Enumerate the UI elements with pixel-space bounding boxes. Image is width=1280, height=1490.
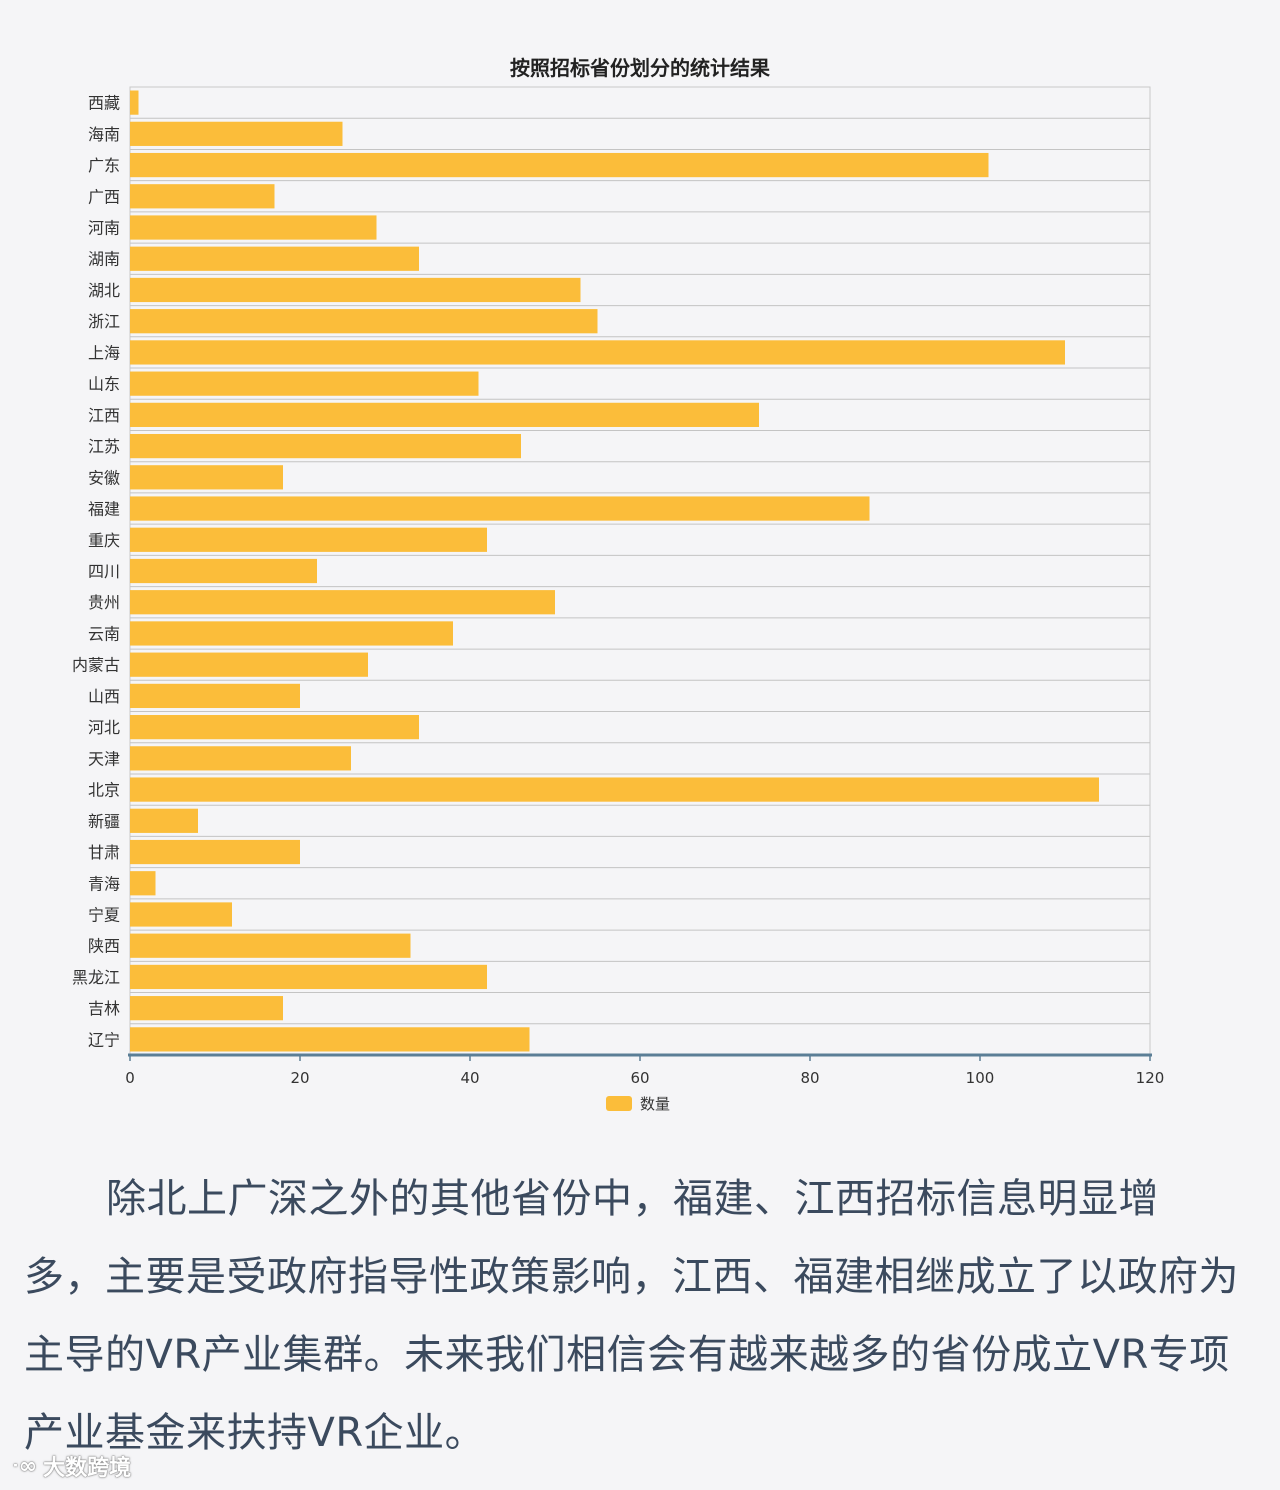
bar bbox=[130, 277, 581, 303]
legend-label: 数量 bbox=[640, 1095, 671, 1113]
chart-title: 按照招标省份划分的统计结果 bbox=[510, 56, 770, 80]
bar bbox=[130, 590, 555, 615]
legend-swatch bbox=[606, 1096, 632, 1111]
bar bbox=[130, 558, 317, 584]
category-label: 山东 bbox=[88, 375, 120, 394]
bar bbox=[130, 371, 479, 396]
category-label: 福建 bbox=[88, 500, 120, 519]
bar bbox=[130, 465, 283, 490]
bar bbox=[130, 839, 300, 865]
bar bbox=[130, 184, 275, 209]
bar bbox=[130, 527, 487, 552]
bar bbox=[130, 246, 419, 271]
category-label: 吉林 bbox=[88, 999, 120, 1018]
category-label: 青海 bbox=[88, 874, 120, 893]
category-label: 北京 bbox=[88, 781, 120, 800]
category-label: 云南 bbox=[88, 624, 120, 643]
bar bbox=[130, 340, 1065, 365]
x-tick-label: 100 bbox=[966, 1069, 995, 1087]
legend[interactable]: 数量 bbox=[606, 1093, 670, 1114]
bar bbox=[130, 933, 411, 958]
bar-chart: 西藏海南广东广西河南湖南湖北浙江上海山东江西江苏安徽福建重庆四川贵州云南内蒙古山… bbox=[72, 86, 1165, 1087]
bar bbox=[130, 715, 419, 740]
category-label: 安徽 bbox=[88, 468, 120, 487]
bar bbox=[130, 621, 453, 646]
category-label: 江苏 bbox=[88, 437, 120, 456]
category-label: 西藏 bbox=[88, 94, 120, 113]
category-label: 河南 bbox=[88, 219, 120, 238]
category-label: 浙江 bbox=[88, 312, 120, 331]
bar bbox=[130, 964, 487, 990]
category-label: 贵州 bbox=[88, 593, 120, 612]
bar bbox=[130, 309, 598, 334]
x-tick-label: 80 bbox=[800, 1069, 819, 1087]
bar bbox=[130, 746, 351, 771]
bar bbox=[130, 433, 521, 459]
category-label: 辽宁 bbox=[88, 1030, 120, 1049]
bar bbox=[130, 683, 300, 709]
source-watermark: ᐧ∞ 大数跨境 bbox=[12, 1450, 131, 1482]
category-label: 内蒙古 bbox=[72, 656, 120, 675]
bar bbox=[130, 90, 139, 115]
bar bbox=[130, 496, 870, 521]
bar bbox=[130, 777, 1099, 802]
x-tick-label: 120 bbox=[1136, 1069, 1165, 1087]
category-label: 黑龙江 bbox=[72, 968, 120, 987]
watermark-text: 大数跨境 bbox=[43, 1456, 132, 1481]
article-paragraph: 除北上广深之外的其他省份中，福建、江西招标信息明显增多，主要是受政府指导性政策影… bbox=[24, 1176, 1239, 1456]
category-label: 陕西 bbox=[88, 937, 120, 956]
category-label: 广东 bbox=[88, 156, 120, 175]
bar bbox=[130, 1027, 530, 1052]
bar bbox=[130, 121, 343, 146]
category-label: 宁夏 bbox=[88, 905, 120, 924]
category-label: 天津 bbox=[88, 749, 120, 768]
bar bbox=[130, 152, 989, 178]
category-label: 河北 bbox=[88, 718, 120, 737]
category-label: 重庆 bbox=[88, 531, 120, 550]
category-label: 新疆 bbox=[88, 812, 120, 831]
category-label: 海南 bbox=[88, 125, 120, 144]
x-tick-label: 20 bbox=[290, 1069, 309, 1087]
bar bbox=[130, 652, 368, 677]
bar bbox=[130, 996, 283, 1021]
x-tick-label: 40 bbox=[460, 1069, 479, 1087]
category-label: 山西 bbox=[88, 687, 120, 706]
x-tick-label: 0 bbox=[125, 1069, 135, 1087]
category-label: 广西 bbox=[88, 187, 120, 206]
category-label: 甘肃 bbox=[88, 843, 120, 862]
category-label: 上海 bbox=[88, 343, 120, 362]
weibo-icon: ᐧ∞ bbox=[12, 1453, 38, 1479]
category-label: 四川 bbox=[88, 562, 120, 581]
category-label: 湖南 bbox=[88, 250, 120, 269]
category-label: 江西 bbox=[88, 406, 120, 425]
category-label: 湖北 bbox=[88, 281, 120, 300]
bar bbox=[130, 402, 759, 427]
bar bbox=[130, 808, 198, 833]
x-tick-label: 60 bbox=[630, 1069, 649, 1087]
bar bbox=[130, 902, 232, 927]
bar bbox=[130, 871, 156, 896]
bar bbox=[130, 215, 377, 240]
